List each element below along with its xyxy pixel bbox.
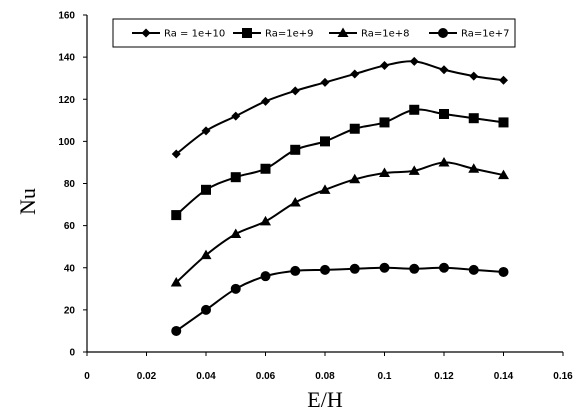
data-point-triangle (260, 215, 271, 226)
data-point-diamond (409, 56, 419, 66)
series-diamond (171, 56, 508, 159)
legend-label: Ra=1e+7 (461, 29, 510, 40)
x-tick-label: 0.04 (196, 371, 216, 382)
data-point-circle (320, 264, 330, 275)
legend-marker-square (242, 28, 252, 38)
legend-label: Ra = 1e+10 (164, 29, 225, 40)
data-point-triangle (230, 228, 242, 239)
data-point-square (409, 104, 420, 115)
data-point-triangle (408, 165, 420, 175)
y-tick-label: 40 (64, 263, 76, 274)
data-point-square (468, 113, 479, 124)
x-tick-label: 0.14 (494, 371, 514, 382)
data-point-diamond (290, 86, 300, 96)
data-point-square (379, 117, 390, 128)
data-point-triangle (438, 156, 450, 167)
series-line (175, 266, 504, 332)
data-point-diamond (261, 96, 270, 106)
y-tick-label: 60 (64, 221, 76, 232)
legend-marker-triangle (337, 27, 349, 37)
legend-marker-diamond (141, 28, 151, 38)
legend-label: Ra=1e+8 (361, 29, 410, 40)
series-square (171, 104, 509, 221)
data-point-diamond (469, 71, 479, 81)
y-tick-label: 120 (58, 95, 75, 106)
data-point-diamond (439, 65, 449, 75)
data-point-diamond (320, 77, 330, 87)
data-point-triangle (289, 196, 301, 207)
data-point-square (290, 144, 301, 155)
y-tick-label: 80 (64, 179, 76, 190)
series-circle (171, 262, 509, 336)
data-point-circle (201, 304, 211, 315)
legend: Ra = 1e+10 Ra=1e+9 Ra=1e+8 Ra=1e+7 (112, 18, 516, 48)
y-tick-label: 140 (58, 53, 75, 64)
series-layer (170, 56, 509, 336)
data-point-circle (349, 263, 360, 274)
data-point-square (230, 172, 241, 183)
x-tick-label: 0 (84, 371, 90, 382)
data-point-circle (171, 325, 182, 336)
data-point-triangle (349, 173, 361, 184)
data-point-triangle (170, 276, 182, 287)
x-axis-label: E/H (307, 387, 343, 412)
y-tick-label: 160 (58, 11, 75, 22)
data-point-diamond (380, 61, 389, 71)
data-point-circle (260, 271, 271, 282)
data-point-square (498, 117, 509, 128)
data-point-circle (409, 263, 420, 274)
data-point-square (171, 210, 182, 221)
x-tick-label: 0.16 (553, 371, 573, 382)
data-point-circle (468, 264, 479, 275)
data-point-circle (379, 262, 390, 273)
data-point-square (439, 108, 449, 119)
data-point-square (260, 163, 271, 174)
series-line (175, 108, 504, 216)
data-point-diamond (171, 149, 181, 159)
x-tick-label: 0.06 (256, 371, 276, 382)
series-triangle (170, 156, 509, 287)
y-tick-label: 0 (69, 348, 75, 359)
x-tick-label: 0.02 (137, 371, 157, 382)
data-point-diamond (231, 111, 241, 121)
data-point-triangle (319, 184, 331, 194)
data-point-triangle (498, 169, 509, 180)
data-point-circle (439, 262, 449, 273)
data-point-square (320, 136, 330, 147)
data-point-square (201, 184, 211, 195)
x-tick-label: 0.12 (434, 371, 454, 382)
data-point-diamond (350, 69, 360, 79)
data-point-triangle (200, 249, 212, 260)
legend-marker-circle (438, 28, 448, 38)
data-point-circle (230, 283, 241, 294)
legend-label: Ra=1e+9 (265, 29, 314, 40)
y-tick-label: 20 (64, 305, 76, 316)
data-point-diamond (201, 126, 211, 136)
data-point-triangle (468, 163, 480, 173)
data-point-diamond (499, 75, 508, 85)
data-point-circle (290, 265, 301, 276)
x-tick-label: 0.1 (378, 371, 392, 382)
data-point-square (349, 123, 360, 134)
data-point-triangle (379, 167, 390, 177)
y-axis-label: Nu (15, 188, 40, 215)
axes: 0 20 40 60 80 100 120 140 160 0 0.02 0.04 0.06 0.08 0.… (58, 11, 573, 383)
x-tick-label: 0.08 (315, 371, 335, 382)
data-point-circle (498, 266, 509, 277)
series-line (175, 60, 504, 155)
y-tick-label: 100 (58, 137, 75, 148)
